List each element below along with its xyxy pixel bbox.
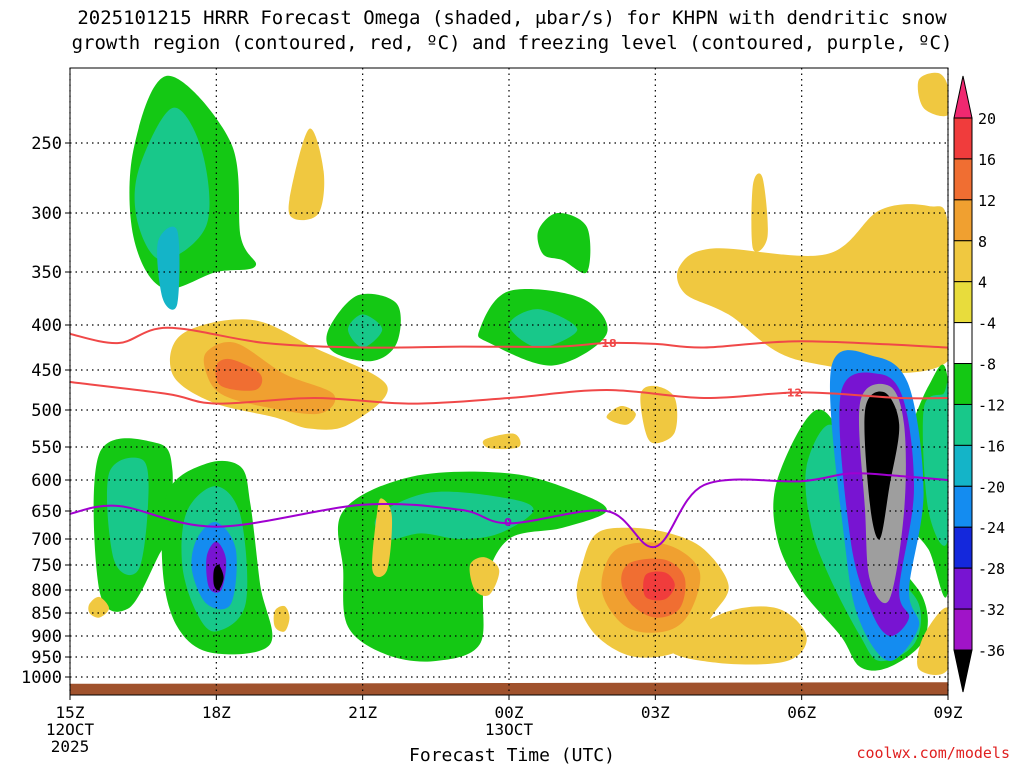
y-tick-label-950: 950 <box>31 648 62 668</box>
omega-region-2 <box>157 226 180 310</box>
colorbar-box-3 <box>953 240 973 283</box>
y-tick-label-600: 600 <box>31 471 62 491</box>
colorbar-label-16: 16 <box>978 151 996 169</box>
colorbar-box-11 <box>953 567 973 610</box>
x-tick-year-15Z: 2025 <box>51 737 90 756</box>
omega-region-18 <box>106 457 149 576</box>
omega-region-4 <box>537 212 591 274</box>
omega-region-25 <box>374 491 534 540</box>
chart-title: 2025101215 HRRR Forecast Omega (shaded, … <box>0 6 1024 56</box>
y-tick-label-800: 800 <box>31 581 62 601</box>
colorbar-box-2 <box>953 199 973 242</box>
colorbar-box-8 <box>953 444 973 487</box>
y-tick-label-700: 700 <box>31 530 62 550</box>
x-tick-date-15Z: 12OCT <box>46 720 95 739</box>
colorbar-label-20: 20 <box>978 110 996 128</box>
omega-region-44 <box>606 405 636 425</box>
omega-region-23 <box>213 564 224 591</box>
omega-region-12 <box>676 204 948 374</box>
colorbar-box-4 <box>953 281 973 324</box>
y-tick-label-500: 500 <box>31 401 62 421</box>
colorbar-box-5 <box>953 322 973 365</box>
x-tick-label-21Z: 21Z <box>348 703 377 722</box>
omega-region-40 <box>469 557 500 596</box>
contour-label--18: -18 <box>597 337 617 350</box>
omega-region-6 <box>348 314 383 348</box>
colorbar-label-minus32: -32 <box>978 601 1005 619</box>
x-tick-label-15Z: 15Z <box>56 703 85 722</box>
y-tick-label-550: 550 <box>31 438 62 458</box>
credit-text: coolwx.com/models <box>856 744 1010 762</box>
y-tick-label-850: 850 <box>31 604 62 624</box>
x-axis-label: Forecast Time (UTC) <box>409 745 615 766</box>
colorbar-top-arrow <box>953 75 973 119</box>
x-tick-label-09Z: 09Z <box>934 703 963 722</box>
omega-region-33 <box>864 391 900 540</box>
y-tick-label-300: 300 <box>31 204 62 224</box>
colorbar-label-12: 12 <box>978 192 996 210</box>
colorbar-label-minus28: -28 <box>978 560 1005 578</box>
y-tick-label-450: 450 <box>31 361 62 381</box>
y-tick-label-350: 350 <box>31 263 62 283</box>
x-tick-label-18Z: 18Z <box>202 703 231 722</box>
colorbar-box-9 <box>953 485 973 528</box>
omega-region-15 <box>917 72 948 117</box>
colorbar-label-minus20: -20 <box>978 478 1005 496</box>
omega-region-13 <box>640 385 678 444</box>
colorbar-box-0 <box>953 117 973 160</box>
contour-dgz--18 <box>70 326 948 349</box>
y-tick-label-650: 650 <box>31 502 62 522</box>
y-tick-label-900: 900 <box>31 627 62 647</box>
y-tick-label-750: 750 <box>31 556 62 576</box>
title-line-1: 2025101215 HRRR Forecast Omega (shaded, … <box>77 7 947 29</box>
colorbar-label-minus4: -4 <box>978 315 996 333</box>
gridlines <box>69 68 949 695</box>
colorbar-label-8: 8 <box>978 233 987 251</box>
omega-region-14 <box>482 433 521 450</box>
y-tick-label-400: 400 <box>31 316 62 336</box>
colorbar-bottom-arrow <box>953 649 973 693</box>
omega-region-11 <box>215 358 263 391</box>
colorbar-label-4: 4 <box>978 274 987 292</box>
contour-dgz--12 <box>70 381 948 405</box>
omega-region-1 <box>134 107 210 261</box>
colorbar-label-minus8: -8 <box>978 356 996 374</box>
omega-region-38 <box>643 571 675 601</box>
omega-region-34 <box>372 498 393 578</box>
colorbar-label-minus12: -12 <box>978 396 1005 414</box>
colorbar-label-minus24: -24 <box>978 519 1005 537</box>
omega-region-43 <box>917 607 948 675</box>
x-tick-date-00Z: 13OCT <box>485 720 534 739</box>
x-tick-label-03Z: 03Z <box>641 703 670 722</box>
omega-region-8 <box>509 309 578 348</box>
terrain-ground <box>70 682 948 695</box>
y-tick-label-1000: 1000 <box>21 668 62 688</box>
contour-label--12: -12 <box>782 386 802 399</box>
omega-region-16 <box>751 173 768 252</box>
omega-region-29 <box>922 382 948 546</box>
colorbar-box-6 <box>953 363 973 405</box>
omega-region-42 <box>273 605 290 632</box>
title-line-2: growth region (contoured, red, ºC) and f… <box>71 32 953 54</box>
colorbar-label-minus36: -36 <box>978 642 1005 660</box>
x-tick-label-06Z: 06Z <box>787 703 816 722</box>
omega-region-10 <box>203 342 336 415</box>
colorbar-box-12 <box>953 608 973 651</box>
colorbar: 20 16 12 8 4 -4 -8 -12 -16 -20 -24 -28 -32 -36 <box>953 75 1005 693</box>
colorbar-box-1 <box>953 158 973 201</box>
colorbar-label-minus16: -16 <box>978 437 1005 455</box>
colorbar-box-7 <box>953 403 973 446</box>
omega-region-39 <box>669 606 807 665</box>
y-tick-label-250: 250 <box>31 134 62 154</box>
colorbar-box-10 <box>953 526 973 569</box>
contour-freezing-level <box>70 472 948 548</box>
contour-lines: -18 -12 0 <box>70 326 948 548</box>
omega-region-3 <box>288 128 325 221</box>
x-tick-label-00Z: 00Z <box>495 703 524 722</box>
contour-label-0: 0 <box>504 516 512 529</box>
